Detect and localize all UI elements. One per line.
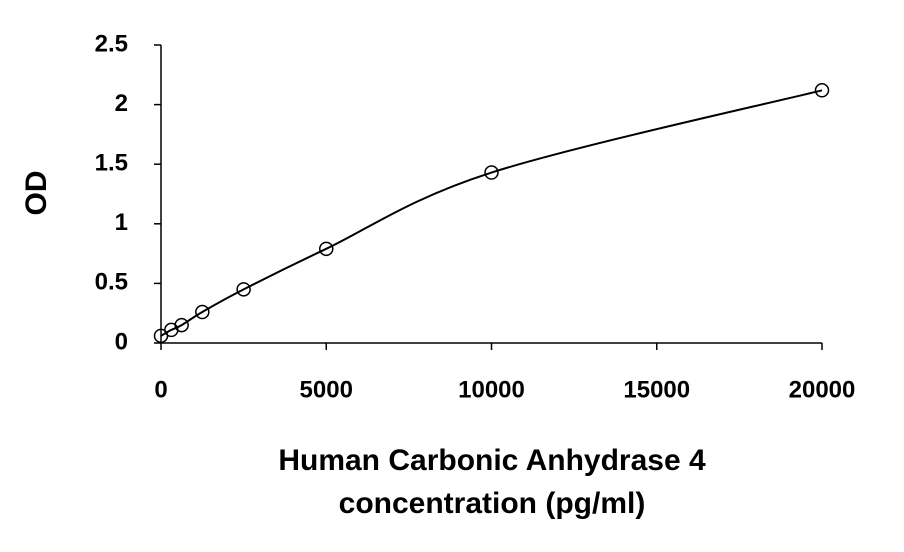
data-point: [174, 317, 189, 333]
x-tick-label: 20000: [789, 376, 856, 403]
x-axis-title: concentration (pg/ml): [339, 487, 646, 520]
x-axis-title: Human Carbonic Anhydrase 4: [278, 444, 706, 477]
data-point: [814, 83, 830, 98]
x-tick-label: 5000: [300, 376, 353, 403]
x-tick-label: 0: [154, 376, 167, 403]
y-tick-label: 0: [115, 328, 128, 355]
y-tick-label: 1: [115, 209, 128, 236]
y-tick-label: 2: [115, 90, 128, 117]
y-tick-label: 1.5: [95, 150, 128, 177]
data-point: [484, 165, 499, 180]
y-tick-label: 0.5: [95, 269, 128, 296]
data-point: [319, 241, 334, 257]
data-point: [236, 282, 251, 297]
data-point: [195, 304, 210, 320]
x-tick-label: 15000: [623, 376, 690, 403]
x-tick-label: 10000: [458, 376, 525, 403]
fit-curve: [160, 89, 823, 337]
y-tick-label: 2.5: [95, 30, 128, 57]
y-axis-title: OD: [20, 171, 53, 216]
